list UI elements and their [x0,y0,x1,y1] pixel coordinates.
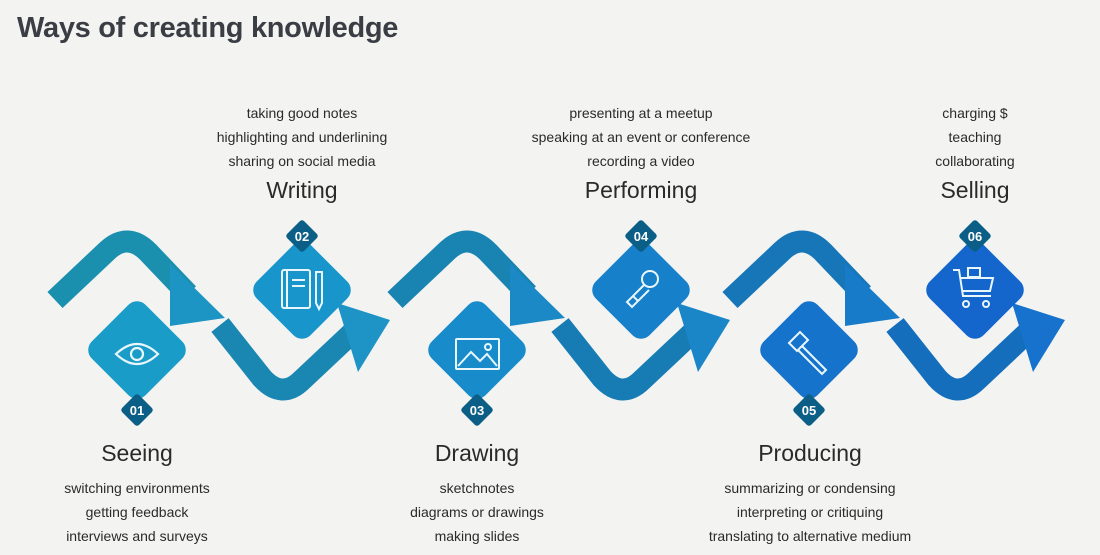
stage-items-seeing: switching environments getting feedback … [0,476,287,548]
stage-item: making slides [434,528,520,544]
arrow-down-head-2 [510,264,565,326]
stage-diamond-02: 02 [253,220,351,339]
stage-diamond-03: 03 [428,301,526,426]
stage-diamond-06: 06 [926,220,1024,339]
ribbon-segment-3 [722,230,1065,401]
stage-item: charging $ [942,105,1008,121]
stage-name-performing: Performing [584,177,698,203]
stage-items-selling: charging $ teaching collaborating [825,101,1100,173]
stage-name-selling: Selling [940,177,1010,203]
arrow-up-head-3 [1012,303,1065,372]
arrow-up-head-2 [677,303,730,372]
stage-items-producing: summarizing or condensing interpreting o… [660,476,960,548]
stage-item: speaking at an event or conference [531,129,751,145]
stage-name-producing: Producing [758,440,862,466]
stage-item: teaching [948,129,1002,145]
stage-diamond-01: 01 [88,301,186,426]
stage-number-03: 03 [470,403,484,418]
stage-number-01: 01 [130,403,144,418]
stage-number-06: 06 [968,229,982,244]
stage-items-writing: taking good notes highlighting and under… [152,101,452,173]
eye-icon [114,342,160,366]
stage-item: switching environments [64,480,210,496]
stage-name-drawing: Drawing [434,440,520,466]
stage-number-02: 02 [295,229,309,244]
stage-item: interviews and surveys [66,528,208,544]
stage-item: diagrams or drawings [410,504,544,520]
stage-item: taking good notes [246,105,358,121]
stage-number-04: 04 [634,229,649,244]
stage-item: presenting at a meetup [569,105,713,121]
stage-items-performing: presenting at a meetup speaking at an ev… [491,101,791,173]
stage-item: summarizing or condensing [724,480,896,496]
stage-diamond-05: 05 [760,301,858,426]
stage-item: collaborating [935,153,1015,169]
hammer-icon [787,330,828,376]
arrow-up-head-1 [337,303,390,372]
page-title: Ways of creating knowledge [17,12,399,44]
wave-ribbon [47,230,1065,401]
stage-item: translating to alternative medium [708,528,912,544]
arrow-down-head-3 [845,264,900,326]
stage-items-drawing: sketchnotes diagrams or drawings making … [327,476,627,548]
microphone-icon [625,270,659,309]
stage-item: highlighting and underlining [216,129,388,145]
stage-item: getting feedback [85,504,189,520]
stage-item: sharing on social media [228,153,376,169]
ribbon-segment-1 [47,230,390,401]
stage-name-writing: Writing [266,177,338,203]
arrow-down-head-1 [170,264,225,326]
stage-name-seeing: Seeing [101,440,173,466]
ribbon-segment-2 [387,230,730,401]
shopping-cart-icon [953,267,995,308]
notebook-pencil-icon [281,269,323,312]
stage-item: recording a video [587,153,695,169]
image-icon [455,338,500,370]
stage-number-05: 05 [802,403,816,418]
stage-diamond-04: 04 [592,220,690,339]
stage-item: interpreting or critiquing [736,504,884,520]
stage-item: sketchnotes [439,480,515,496]
